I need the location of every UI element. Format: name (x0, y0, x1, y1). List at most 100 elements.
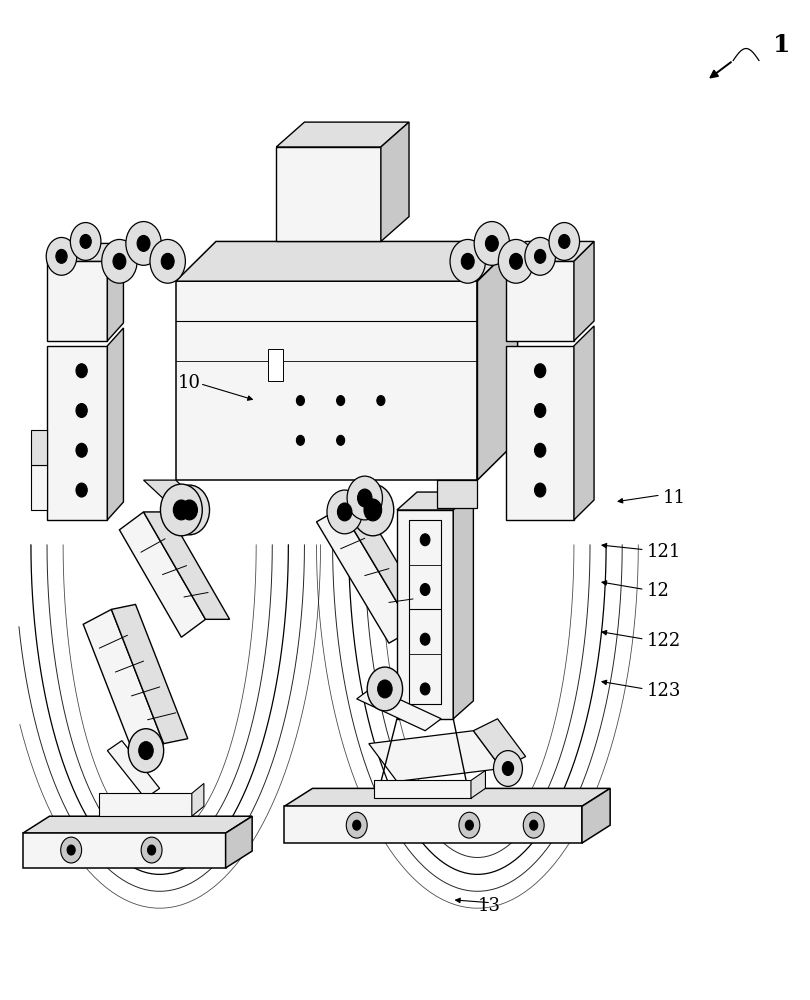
Polygon shape (284, 806, 582, 843)
Polygon shape (454, 492, 473, 719)
Polygon shape (317, 508, 413, 643)
Polygon shape (108, 328, 123, 520)
Circle shape (150, 239, 185, 283)
Circle shape (181, 500, 198, 520)
Circle shape (56, 249, 67, 263)
Circle shape (61, 837, 82, 863)
Circle shape (377, 396, 385, 406)
Circle shape (347, 476, 382, 520)
Circle shape (420, 683, 430, 695)
Polygon shape (143, 512, 229, 619)
Circle shape (420, 584, 430, 595)
Polygon shape (112, 604, 188, 744)
Circle shape (296, 435, 305, 445)
Circle shape (337, 435, 345, 445)
Circle shape (502, 762, 514, 775)
Circle shape (76, 483, 87, 497)
Polygon shape (83, 609, 164, 759)
Polygon shape (276, 122, 409, 147)
Circle shape (338, 503, 352, 521)
Circle shape (559, 234, 570, 248)
Polygon shape (176, 241, 518, 281)
Circle shape (462, 253, 474, 269)
Circle shape (80, 234, 92, 248)
Circle shape (549, 223, 580, 260)
Circle shape (357, 489, 372, 507)
Polygon shape (505, 241, 594, 261)
Polygon shape (47, 261, 108, 341)
Circle shape (70, 223, 101, 260)
Circle shape (525, 237, 556, 275)
Text: 121: 121 (646, 543, 680, 561)
Circle shape (139, 742, 153, 760)
Circle shape (364, 499, 382, 521)
Circle shape (459, 812, 480, 838)
Polygon shape (176, 281, 477, 480)
Polygon shape (369, 731, 501, 781)
Polygon shape (23, 833, 226, 868)
Circle shape (141, 837, 162, 863)
Polygon shape (47, 346, 108, 520)
Circle shape (173, 500, 190, 520)
Polygon shape (356, 687, 441, 731)
Circle shape (113, 253, 126, 269)
Polygon shape (23, 816, 252, 833)
Polygon shape (341, 508, 437, 629)
Polygon shape (397, 492, 473, 510)
Circle shape (535, 404, 546, 417)
Text: 1: 1 (774, 33, 791, 57)
Polygon shape (192, 783, 204, 816)
Text: 10: 10 (178, 374, 201, 392)
Circle shape (76, 443, 87, 457)
Polygon shape (473, 719, 526, 768)
Polygon shape (381, 122, 409, 241)
Polygon shape (582, 788, 610, 843)
Polygon shape (397, 510, 454, 719)
Polygon shape (31, 430, 47, 465)
Polygon shape (471, 770, 485, 798)
Circle shape (465, 820, 473, 830)
Circle shape (128, 729, 164, 772)
Circle shape (367, 667, 403, 711)
Polygon shape (276, 147, 381, 241)
Polygon shape (143, 480, 206, 508)
Circle shape (523, 812, 544, 838)
Circle shape (147, 845, 156, 855)
Circle shape (76, 364, 87, 378)
Circle shape (46, 237, 77, 275)
Circle shape (327, 490, 362, 534)
Circle shape (493, 751, 522, 786)
Polygon shape (31, 465, 47, 510)
Polygon shape (108, 243, 123, 341)
Text: 12: 12 (646, 582, 669, 600)
Circle shape (420, 534, 430, 546)
Circle shape (509, 253, 522, 269)
Polygon shape (119, 512, 206, 637)
Polygon shape (108, 741, 160, 798)
Circle shape (352, 484, 394, 536)
Circle shape (530, 820, 538, 830)
Circle shape (535, 443, 546, 457)
Polygon shape (574, 241, 594, 341)
Circle shape (126, 222, 161, 265)
Polygon shape (47, 243, 123, 261)
Text: 122: 122 (646, 632, 680, 650)
Circle shape (485, 235, 498, 251)
Text: 13: 13 (477, 897, 501, 915)
Circle shape (137, 235, 150, 251)
Circle shape (169, 485, 210, 535)
Circle shape (352, 820, 360, 830)
Polygon shape (226, 816, 252, 868)
Polygon shape (505, 346, 574, 520)
Circle shape (76, 404, 87, 417)
Circle shape (420, 633, 430, 645)
Circle shape (535, 364, 546, 378)
Text: 123: 123 (646, 682, 680, 700)
Polygon shape (374, 780, 471, 798)
Polygon shape (477, 241, 518, 480)
Bar (268, 349, 283, 381)
Circle shape (160, 484, 202, 536)
Circle shape (347, 812, 367, 838)
Circle shape (67, 845, 75, 855)
Circle shape (498, 239, 534, 283)
